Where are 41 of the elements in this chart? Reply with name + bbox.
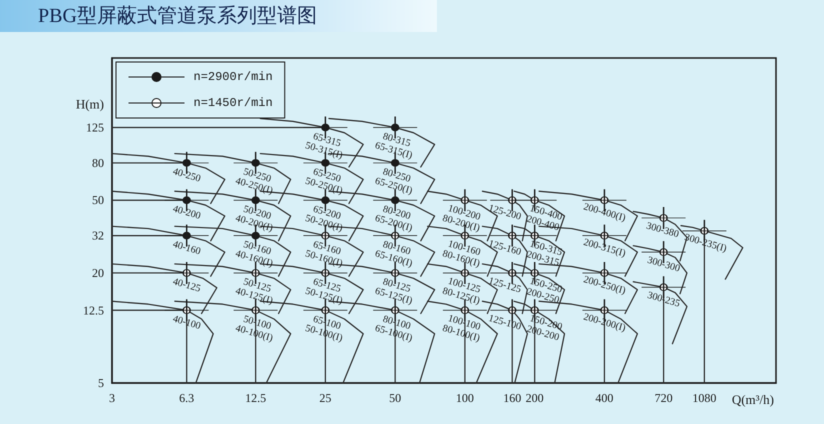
x-tick-label: 3: [109, 391, 115, 405]
x-tick-label: 50: [389, 391, 402, 405]
annotation: 300-300: [646, 254, 682, 275]
y-tick-label: 20: [92, 266, 104, 280]
y-axis-title: H(m): [76, 96, 104, 112]
annotation: 50-250 40-250(I): [234, 166, 274, 197]
y-tick-label: 12.5: [83, 303, 104, 318]
x-tick-label: 1080: [692, 391, 716, 405]
x-tick-label: 12.5: [245, 391, 266, 405]
annotation: 125-100: [487, 312, 522, 333]
y-tick-label: 50: [92, 193, 104, 208]
annotation: 125-160: [487, 238, 522, 258]
x-tick-label: 720: [654, 391, 673, 405]
annotation: 150-400 200-400: [525, 203, 564, 234]
annotation: 40-160: [172, 238, 202, 258]
y-tick-label: 5: [98, 376, 104, 390]
chart-title: PBG型屏蔽式管道泵系列型谱图: [38, 5, 317, 27]
x-axis-title: Q(m³/h): [732, 392, 774, 407]
x-tick-label: 160: [503, 391, 522, 405]
annotation: 300-235: [646, 290, 682, 310]
y-tick-label: 125: [86, 120, 104, 134]
annotation: 50-125 40-125(I): [234, 276, 274, 307]
x-tick-label: 400: [595, 391, 614, 405]
annotation: 40-200: [172, 204, 202, 222]
x-tick-label: 100: [456, 391, 474, 405]
x-tick-label: 6.3: [179, 391, 194, 405]
x-tick-label: 200: [526, 391, 544, 405]
legend-label: n=2900r/min: [194, 70, 273, 84]
y-tick-label: 80: [92, 156, 104, 170]
legend-label: n=1450r/min: [194, 96, 273, 110]
annotation: 150-200 200-200: [525, 313, 564, 344]
annotation: 40-100: [172, 314, 202, 332]
annotation: 40-125: [172, 276, 202, 295]
annotation: 150-250 200-250: [525, 276, 564, 306]
x-tick-label: 25: [319, 391, 332, 405]
annotation: 300-380: [644, 220, 680, 240]
annotation: 125-125: [487, 276, 522, 296]
annotation: 40-250: [172, 166, 202, 185]
y-tick-label: 32: [92, 228, 104, 243]
annotation: 125-200: [487, 202, 522, 223]
annotation: 150-315 200-315: [525, 238, 564, 269]
